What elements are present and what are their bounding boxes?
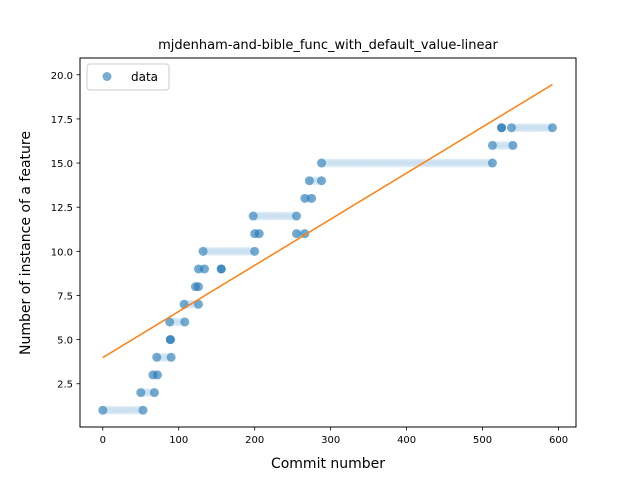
fit-line <box>102 83 553 359</box>
y-tick-label: 20.0 <box>51 71 73 82</box>
plot-area <box>98 83 557 415</box>
y-tick-label: 5.0 <box>57 336 73 347</box>
legend-box <box>86 63 170 91</box>
y-tick-label: 12.5 <box>51 203 73 214</box>
data-point <box>317 176 327 186</box>
data-point <box>248 211 258 221</box>
data-point <box>180 317 190 327</box>
x-tick-label: 200 <box>245 435 264 446</box>
y-tick-label: 2.5 <box>57 380 73 391</box>
y-axis-ticks: 2.5 5.0 7.5 10.0 12.5 15.0 17.5 20.0 <box>51 71 80 391</box>
x-tick-label: 600 <box>549 435 568 446</box>
x-tick-label: 300 <box>321 435 340 446</box>
legend: data <box>86 63 170 91</box>
data-point <box>138 405 148 415</box>
y-tick-label: 7.5 <box>57 291 73 302</box>
data-point <box>149 388 159 398</box>
x-tick-label: 500 <box>473 435 492 446</box>
y-tick-label: 10.0 <box>51 247 73 258</box>
y-tick-label: 15.0 <box>51 159 73 170</box>
data-point <box>487 140 497 150</box>
data-point <box>216 264 226 274</box>
data-point <box>497 123 507 133</box>
data-point <box>317 158 327 168</box>
data-point <box>152 370 162 380</box>
x-axis-label: Commit number <box>271 456 385 472</box>
data-point <box>307 193 317 203</box>
data-point <box>98 405 108 415</box>
data-point <box>250 246 260 256</box>
y-tick-label: 17.5 <box>51 115 73 126</box>
data-point <box>198 246 208 256</box>
data-point <box>506 123 516 133</box>
data-point <box>254 229 264 239</box>
axes-frame <box>79 57 577 428</box>
legend-marker-data <box>102 72 112 81</box>
data-point <box>547 123 557 133</box>
data-point <box>200 264 210 274</box>
x-tick-label: 100 <box>169 435 188 446</box>
data-point <box>166 352 176 362</box>
data-point <box>304 176 314 186</box>
data-point <box>136 388 146 398</box>
data-point <box>193 282 203 292</box>
data-point <box>165 317 175 327</box>
x-tick-label: 0 <box>100 435 106 446</box>
data-point <box>291 229 301 239</box>
x-axis-ticks: 0 100 200 300 400 500 600 <box>100 427 568 446</box>
chart-title: mjdenham-and-bible_func_with_default_val… <box>158 38 498 53</box>
data-points <box>98 123 557 415</box>
legend-label-data: data <box>131 70 158 84</box>
data-point <box>193 299 203 309</box>
data-point <box>291 211 301 221</box>
data-point <box>487 158 497 168</box>
data-point <box>152 352 162 362</box>
x-tick-label: 400 <box>397 435 416 446</box>
data-point <box>300 193 310 203</box>
y-axis-label: Number of instance of a feature <box>18 131 34 355</box>
data-point <box>165 335 175 345</box>
data-point <box>508 140 518 150</box>
